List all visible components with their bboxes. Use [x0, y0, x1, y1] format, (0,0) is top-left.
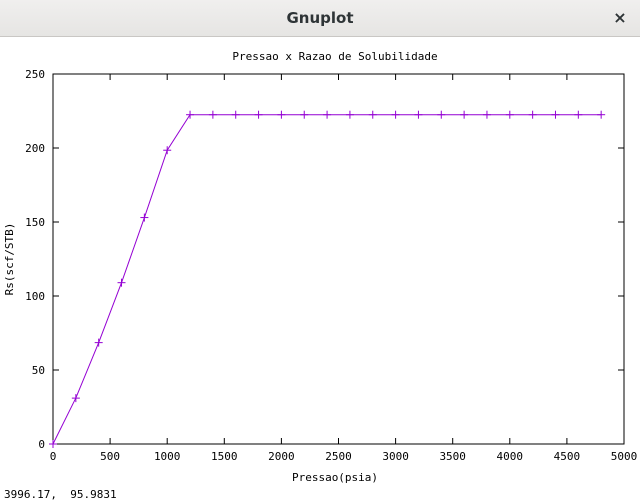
y-tick-label: 200 [25, 142, 45, 155]
data-point-marker [94, 338, 103, 347]
close-icon[interactable]: × [613, 8, 627, 27]
data-point-marker [391, 110, 400, 119]
y-axis-ticks: 0 50 100 150 200 250 [25, 68, 624, 451]
data-point-marker [231, 110, 240, 119]
x-tick-label: 1000 [154, 450, 181, 463]
x-tick-label: 1500 [211, 450, 238, 463]
data-point-marker [482, 110, 491, 119]
x-axis-ticks: 0 500 1000 1500 2000 2500 3000 3500 4000 4500 5000 [50, 74, 638, 463]
x-tick-label: 500 [100, 450, 120, 463]
series-layer [49, 110, 606, 448]
x-tick-label: 4000 [497, 450, 524, 463]
data-point-marker [345, 110, 354, 119]
data-point-marker [505, 110, 514, 119]
x-tick-label: 2500 [325, 450, 352, 463]
data-point-marker [117, 278, 126, 287]
data-point-marker [323, 110, 332, 119]
data-point-marker [597, 110, 606, 119]
chart-title: Pressao x Razao de Solubilidade [232, 50, 437, 63]
data-point-marker [140, 213, 149, 222]
data-point-marker [49, 440, 57, 448]
y-tick-label: 150 [25, 216, 45, 229]
x-tick-label: 4500 [554, 450, 581, 463]
data-point-marker [254, 110, 263, 119]
y-tick-label: 0 [38, 438, 45, 451]
x-tick-label: 2000 [268, 450, 295, 463]
data-point-marker [551, 110, 560, 119]
data-point-marker [528, 110, 537, 119]
window-title: Gnuplot [286, 9, 354, 27]
x-tick-label: 5000 [611, 450, 638, 463]
x-tick-label: 0 [50, 450, 57, 463]
data-point-marker [368, 110, 377, 119]
y-tick-label: 100 [25, 290, 45, 303]
plot-frame [52, 73, 625, 445]
x-axis-label: Pressao(psia) [292, 471, 378, 484]
line-chart: Pressao x Razao de Solubilidade 0 50 100 15… [3, 50, 638, 484]
data-point-marker [208, 110, 217, 119]
data-point-marker [460, 110, 469, 119]
y-axis-label: Rs(scf/STB) [3, 223, 16, 296]
y-tick-label: 250 [25, 68, 45, 81]
series-line [52, 114, 602, 445]
y-tick-label: 50 [32, 364, 45, 377]
plot-canvas[interactable]: Pressao x Razao de Solubilidade 0 50 100 15… [0, 37, 640, 500]
data-point-marker [574, 110, 583, 119]
data-point-marker [414, 110, 423, 119]
x-tick-label: 3000 [382, 450, 409, 463]
data-point-marker [300, 110, 309, 119]
x-tick-label: 3500 [439, 450, 466, 463]
window-titlebar: Gnuplot × [0, 0, 640, 37]
data-point-marker [71, 394, 80, 403]
data-point-marker [186, 110, 195, 119]
data-point-marker [437, 110, 446, 119]
data-point-marker [277, 110, 286, 119]
mouse-coordinates-readout: 3996.17, 95.9831 [4, 488, 117, 501]
data-point-marker [163, 146, 172, 155]
